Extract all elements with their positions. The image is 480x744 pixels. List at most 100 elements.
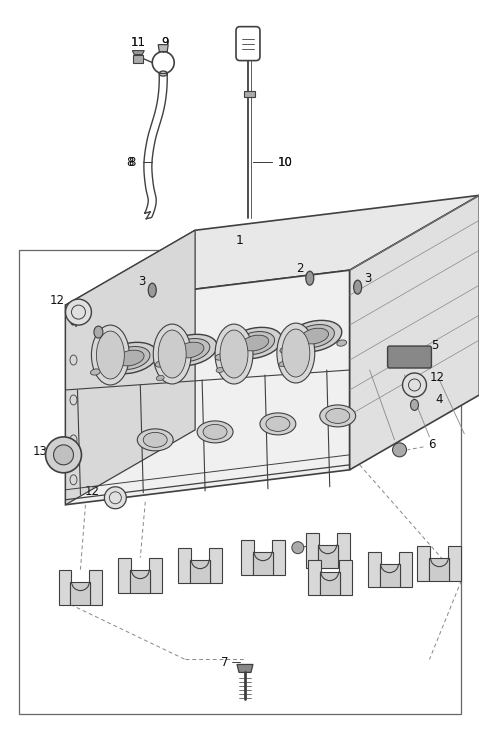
Polygon shape — [158, 45, 168, 51]
Polygon shape — [368, 551, 381, 586]
Ellipse shape — [410, 400, 419, 411]
Ellipse shape — [277, 323, 315, 383]
Ellipse shape — [228, 327, 282, 359]
Polygon shape — [119, 558, 132, 592]
Text: 13: 13 — [33, 446, 48, 458]
Ellipse shape — [354, 280, 361, 294]
Ellipse shape — [117, 350, 144, 366]
Text: 5: 5 — [431, 339, 438, 352]
Ellipse shape — [215, 324, 253, 384]
Ellipse shape — [137, 429, 173, 451]
Ellipse shape — [163, 334, 217, 366]
Text: 1: 1 — [236, 234, 244, 247]
FancyBboxPatch shape — [133, 54, 144, 62]
Polygon shape — [149, 558, 162, 592]
Ellipse shape — [306, 272, 314, 285]
Bar — [19, 250, 461, 714]
FancyBboxPatch shape — [387, 346, 432, 368]
Circle shape — [403, 373, 426, 397]
Ellipse shape — [158, 330, 186, 378]
Polygon shape — [430, 558, 449, 580]
Circle shape — [54, 445, 73, 465]
Ellipse shape — [144, 432, 167, 447]
Text: 8: 8 — [127, 156, 134, 169]
Polygon shape — [241, 539, 254, 574]
Polygon shape — [209, 548, 222, 583]
Ellipse shape — [197, 421, 233, 443]
Polygon shape — [318, 545, 338, 568]
Ellipse shape — [91, 325, 129, 385]
Ellipse shape — [94, 326, 103, 338]
Ellipse shape — [279, 362, 287, 367]
Polygon shape — [65, 270, 350, 504]
Polygon shape — [132, 51, 144, 54]
Polygon shape — [59, 570, 72, 605]
Text: 1: 1 — [236, 234, 244, 247]
Polygon shape — [253, 551, 273, 574]
Ellipse shape — [177, 342, 204, 358]
Polygon shape — [71, 582, 90, 605]
Polygon shape — [306, 533, 319, 568]
Ellipse shape — [203, 424, 227, 440]
Text: 8: 8 — [129, 156, 136, 169]
Ellipse shape — [266, 417, 290, 432]
Polygon shape — [89, 570, 102, 605]
Polygon shape — [448, 545, 461, 580]
Text: 6: 6 — [428, 438, 435, 452]
Polygon shape — [320, 571, 340, 594]
Ellipse shape — [156, 361, 165, 367]
Ellipse shape — [260, 413, 296, 435]
Ellipse shape — [220, 330, 248, 378]
Circle shape — [65, 299, 91, 325]
FancyBboxPatch shape — [244, 91, 255, 97]
Text: 4: 4 — [436, 394, 443, 406]
Text: 7: 7 — [221, 656, 229, 669]
Text: 10: 10 — [277, 156, 292, 169]
Ellipse shape — [91, 369, 100, 375]
Polygon shape — [350, 196, 480, 469]
Polygon shape — [339, 559, 352, 594]
Ellipse shape — [320, 405, 356, 427]
Text: 9: 9 — [161, 36, 169, 49]
Circle shape — [393, 443, 407, 457]
Text: 12: 12 — [85, 485, 100, 498]
Circle shape — [46, 437, 82, 472]
Polygon shape — [336, 533, 350, 568]
Text: 12: 12 — [50, 294, 65, 307]
Ellipse shape — [282, 329, 310, 377]
Ellipse shape — [337, 340, 347, 346]
Circle shape — [104, 487, 126, 509]
Ellipse shape — [216, 368, 224, 373]
Text: 12: 12 — [430, 371, 445, 385]
Ellipse shape — [111, 347, 150, 370]
Polygon shape — [130, 570, 150, 592]
Polygon shape — [308, 559, 321, 594]
Polygon shape — [418, 545, 431, 580]
Text: 11: 11 — [131, 36, 146, 49]
Polygon shape — [178, 548, 191, 583]
Ellipse shape — [153, 324, 191, 384]
Polygon shape — [272, 539, 285, 574]
Text: 6: 6 — [311, 536, 319, 549]
Ellipse shape — [326, 408, 350, 423]
Polygon shape — [65, 230, 195, 504]
Text: 3: 3 — [364, 272, 372, 285]
Polygon shape — [237, 664, 253, 673]
Polygon shape — [380, 564, 399, 586]
Ellipse shape — [301, 328, 328, 344]
Ellipse shape — [103, 342, 157, 373]
Text: 10: 10 — [277, 156, 292, 169]
Circle shape — [292, 542, 304, 554]
Ellipse shape — [156, 376, 164, 381]
Text: 11: 11 — [131, 36, 146, 49]
Polygon shape — [65, 196, 480, 305]
Ellipse shape — [241, 336, 269, 351]
Ellipse shape — [148, 283, 156, 297]
Text: 9: 9 — [161, 36, 169, 49]
Ellipse shape — [235, 332, 275, 355]
Ellipse shape — [215, 354, 225, 360]
Ellipse shape — [288, 321, 342, 352]
Ellipse shape — [96, 331, 124, 379]
Text: 2: 2 — [296, 262, 303, 275]
Ellipse shape — [295, 324, 335, 347]
